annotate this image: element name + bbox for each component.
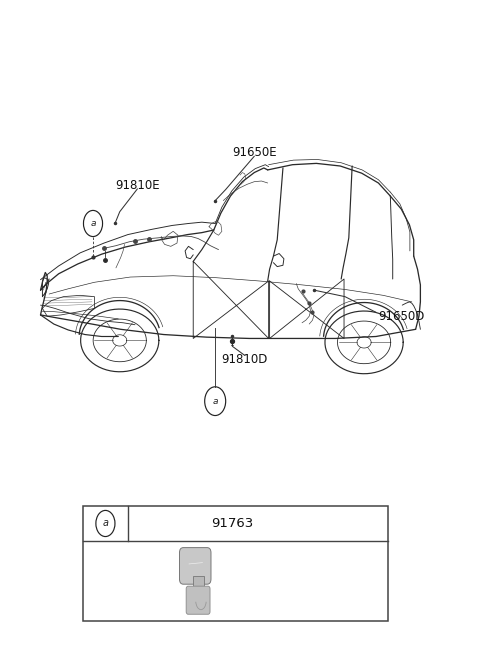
Text: a: a [102, 518, 108, 529]
Text: 91650D: 91650D [378, 310, 425, 323]
FancyBboxPatch shape [180, 548, 211, 584]
Text: 91810D: 91810D [222, 353, 268, 366]
Text: 91763: 91763 [211, 517, 253, 530]
Text: 91650E: 91650E [232, 146, 276, 159]
Bar [193, 576, 204, 592]
FancyBboxPatch shape [186, 586, 210, 614]
Bar [83, 506, 388, 621]
Text: a: a [213, 397, 218, 405]
Text: a: a [90, 219, 96, 228]
Text: 91810E: 91810E [115, 179, 160, 192]
